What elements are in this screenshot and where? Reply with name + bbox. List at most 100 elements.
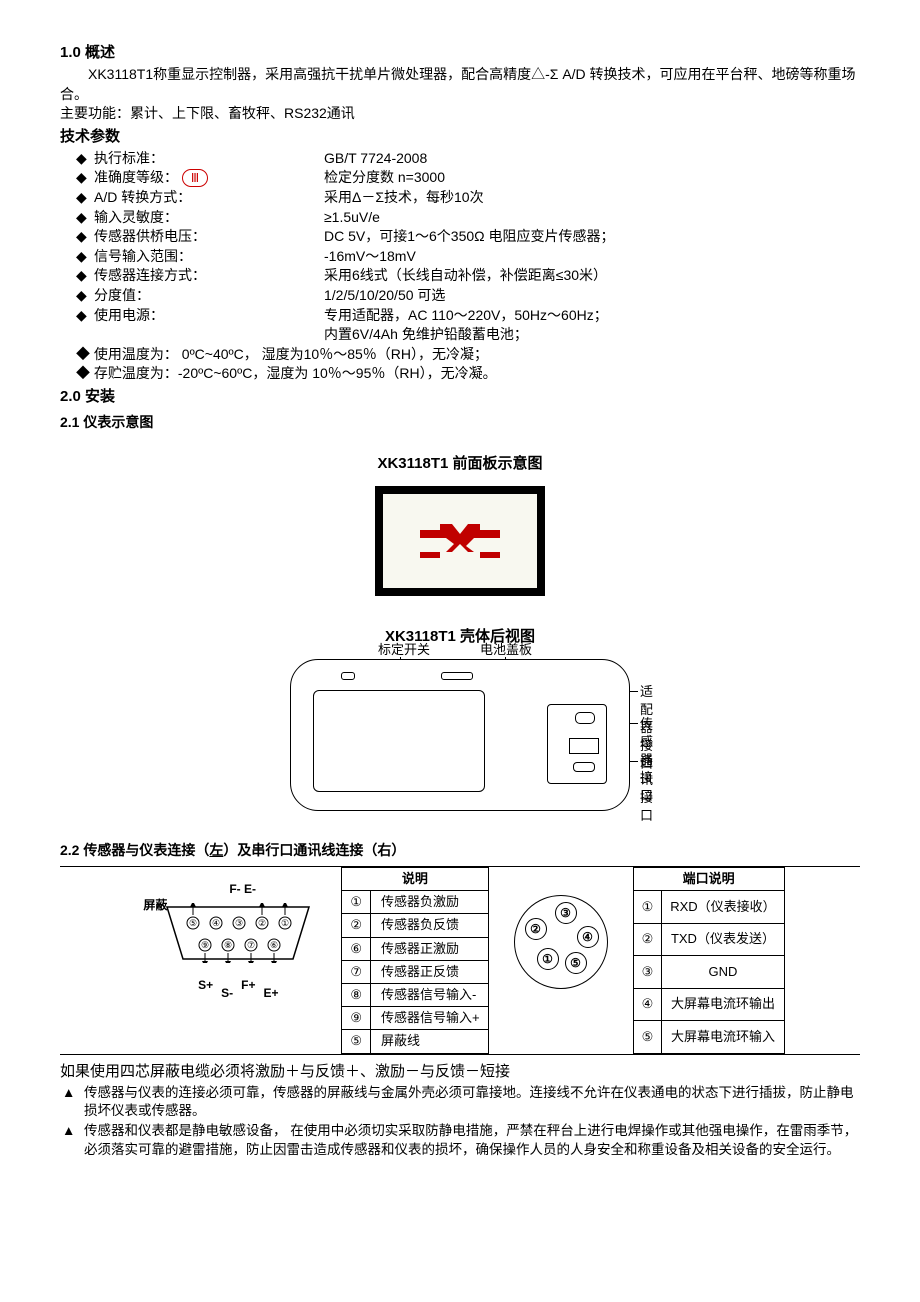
port-number: ① [633, 891, 662, 923]
table-row: ⑨传感器信号输入+ [342, 1007, 488, 1030]
spec-label: 分度值： [94, 286, 324, 306]
table-row: ③GND [633, 956, 784, 988]
svg-text:⑧: ⑧ [224, 940, 232, 950]
svg-text:⑦: ⑦ [247, 940, 255, 950]
panel-logo-icon [420, 524, 500, 558]
spec-value: ≥1.5uV/e [324, 208, 860, 228]
section-2-2-heading: 2.2 传感器与仪表连接（左）及串行口通讯线连接（右） [60, 841, 860, 861]
pin-number: ① [342, 891, 371, 914]
pin-number: ⑦ [342, 960, 371, 983]
pin-number: ② [342, 914, 371, 937]
pin-number: ⑥ [342, 937, 371, 960]
note-text: 传感器与仪表的连接必须可靠，传感器的屏蔽线与金属外壳必须可靠接地。连接线不允许在… [84, 1084, 860, 1122]
port-desc: GND [662, 956, 784, 988]
pin-desc: 传感器信号输入- [370, 984, 488, 1007]
section-2-heading: 2.0 安装 [60, 386, 860, 407]
spec-value: 1/2/5/10/20/50 可选 [324, 286, 860, 306]
spec-label: 使用电源： [94, 306, 324, 326]
spec-row: ◆使用电源： 专用适配器，AC 110～220V，50Hz～60Hz； [60, 306, 860, 326]
pin-number: ⑤ [342, 1030, 371, 1053]
env-temp-use: ◆ 使用温度为： 0ºC~40ºC， 湿度为10％～85％（RH），无冷凝； [60, 345, 860, 365]
port-number: ④ [633, 988, 662, 1020]
db9-figure: 屏蔽 F- E- ⑤ ④ ③ ② ① ⑨ ⑧ ⑦ ⑥ [135, 867, 341, 1054]
svg-text:①: ① [281, 918, 289, 928]
pin-number: ⑧ [342, 984, 371, 1007]
table-row: ⑤屏蔽线 [342, 1030, 488, 1053]
spec-label: 输入灵敏度： [94, 208, 324, 228]
svg-text:⑤: ⑤ [189, 918, 197, 928]
port-number: ⑤ [633, 1021, 662, 1054]
svg-text:④: ④ [212, 918, 220, 928]
spec-value: 专用适配器，AC 110～220V，50Hz～60Hz； [324, 306, 860, 326]
front-panel-figure [375, 486, 545, 596]
pin-desc: 屏蔽线 [370, 1030, 488, 1053]
back-view-figure: 标定开关 电池盖板 适配器接口 传感器接口 通讯接口 [290, 659, 630, 811]
pin-desc: 传感器负激励 [370, 891, 488, 914]
port-desc: TXD（仪表发送） [662, 923, 784, 955]
note-text: 传感器和仪表都是静电敏感设备， 在使用中必须切实采取防静电措施，严禁在秤台上进行… [84, 1122, 860, 1160]
round-pin-3: ③ [555, 902, 577, 924]
warning-note-item: ▲传感器与仪表的连接必须可靠，传感器的屏蔽线与金属外壳必须可靠接地。连接线不允许… [60, 1084, 860, 1122]
specs-heading: 技术参数 [60, 126, 860, 147]
spec-row: ◆A/D 转换方式： 采用Δ－Σ技术，每秒10次 [60, 188, 860, 208]
connection-diagram-row: 屏蔽 F- E- ⑤ ④ ③ ② ① ⑨ ⑧ ⑦ ⑥ [60, 866, 860, 1055]
svg-text:⑥: ⑥ [270, 940, 278, 950]
spec-row: ◆传感器供桥电压： DC 5V，可接1～6个350Ω 电阻应变片传感器； [60, 227, 860, 247]
pin-desc: 传感器正激励 [370, 937, 488, 960]
front-panel-title: XK3118T1 前面板示意图 [60, 453, 860, 474]
spec-power-extra: 内置6V/4Ah 免维护铅酸蓄电池； [60, 325, 860, 345]
label-battery-cover: 电池盖板 [480, 641, 532, 659]
table-row: ②传感器负反馈 [342, 914, 488, 937]
label-e-plus: E+ [263, 985, 278, 1002]
spec-label: 传感器供桥电压： [94, 227, 324, 247]
section-1-heading: 1.0 概述 [60, 42, 860, 63]
round-pin-1: ① [537, 948, 559, 970]
label-f-plus: F+ [241, 977, 255, 1002]
comm-table-header: 端口说明 [633, 868, 784, 891]
pin-desc: 传感器信号输入+ [370, 1007, 488, 1030]
table-row: ⑤大屏幕电流环输入 [633, 1021, 784, 1054]
round-connector-figure: ① ② ③ ④ ⑤ [489, 867, 633, 1054]
pin-desc: 传感器正反馈 [370, 960, 488, 983]
spec-label: 准确度等级： Ⅲ [94, 168, 324, 188]
spec-value: 采用6线式（长线自动补偿，补偿距离≤30米） [324, 266, 860, 286]
section-2-1-heading: 2.1 仪表示意图 [60, 413, 860, 433]
pin-number: ⑨ [342, 1007, 371, 1030]
spec-row: ◆执行标准： GB/T 7724-2008 [60, 149, 860, 169]
warning-notes: ▲传感器与仪表的连接必须可靠，传感器的屏蔽线与金属外壳必须可靠接地。连接线不允许… [60, 1084, 860, 1161]
table-row: ⑦传感器正反馈 [342, 960, 488, 983]
spec-value: 检定分度数 n=3000 [324, 168, 860, 188]
spec-label: 信号输入范围： [94, 247, 324, 267]
svg-text:⑨: ⑨ [201, 940, 209, 950]
label-cal-switch: 标定开关 [378, 641, 430, 659]
short-circuit-note: 如果使用四芯屏蔽电缆必须将激励＋与反馈＋、激励－与反馈－短接 [60, 1061, 860, 1082]
table-row: ①RXD（仪表接收） [633, 891, 784, 923]
port-desc: 大屏幕电流环输出 [662, 988, 784, 1020]
round-pin-4: ④ [577, 926, 599, 948]
back-view-title: XK3118T1 壳体后视图 [60, 626, 860, 647]
spec-value: -16mV～18mV [324, 247, 860, 267]
label-f-minus: F- E- [229, 881, 256, 898]
comm-port-table: 端口说明 ①RXD（仪表接收）②TXD（仪表发送）③GND④大屏幕电流环输出⑤大… [633, 867, 785, 1054]
spec-label: 执行标准： [94, 149, 324, 169]
spec-label: A/D 转换方式： [94, 188, 324, 208]
spec-row: ◆输入灵敏度： ≥1.5uV/e [60, 208, 860, 228]
table-row: ⑥传感器正激励 [342, 937, 488, 960]
port-number: ③ [633, 956, 662, 988]
intro-paragraph-2: 主要功能：累计、上下限、畜牧秤、RS232通讯 [60, 104, 860, 124]
svg-text:③: ③ [235, 918, 243, 928]
intro-paragraph-1: XK3118T1称重显示控制器，采用高强抗干扰单片微处理器，配合高精度△-Σ A… [60, 65, 860, 104]
port-desc: 大屏幕电流环输入 [662, 1021, 784, 1054]
table-row: ②TXD（仪表发送） [633, 923, 784, 955]
label-s-plus: S+ [198, 977, 213, 1002]
spec-value: GB/T 7724-2008 [324, 149, 860, 169]
specs-list: ◆执行标准： GB/T 7724-2008◆准确度等级： Ⅲ检定分度数 n=30… [60, 149, 860, 325]
round-pin-2: ② [525, 918, 547, 940]
sensor-table-header: 说明 [342, 868, 488, 891]
round-pin-5: ⑤ [565, 952, 587, 974]
env-temp-store: ◆ 存贮温度为：-20ºC~60ºC，湿度为 10％～95％（RH），无冷凝。 [60, 364, 860, 384]
spec-label: 传感器连接方式： [94, 266, 324, 286]
port-number: ② [633, 923, 662, 955]
label-s-minus: S- [221, 985, 233, 1002]
accuracy-badge: Ⅲ [182, 169, 208, 187]
